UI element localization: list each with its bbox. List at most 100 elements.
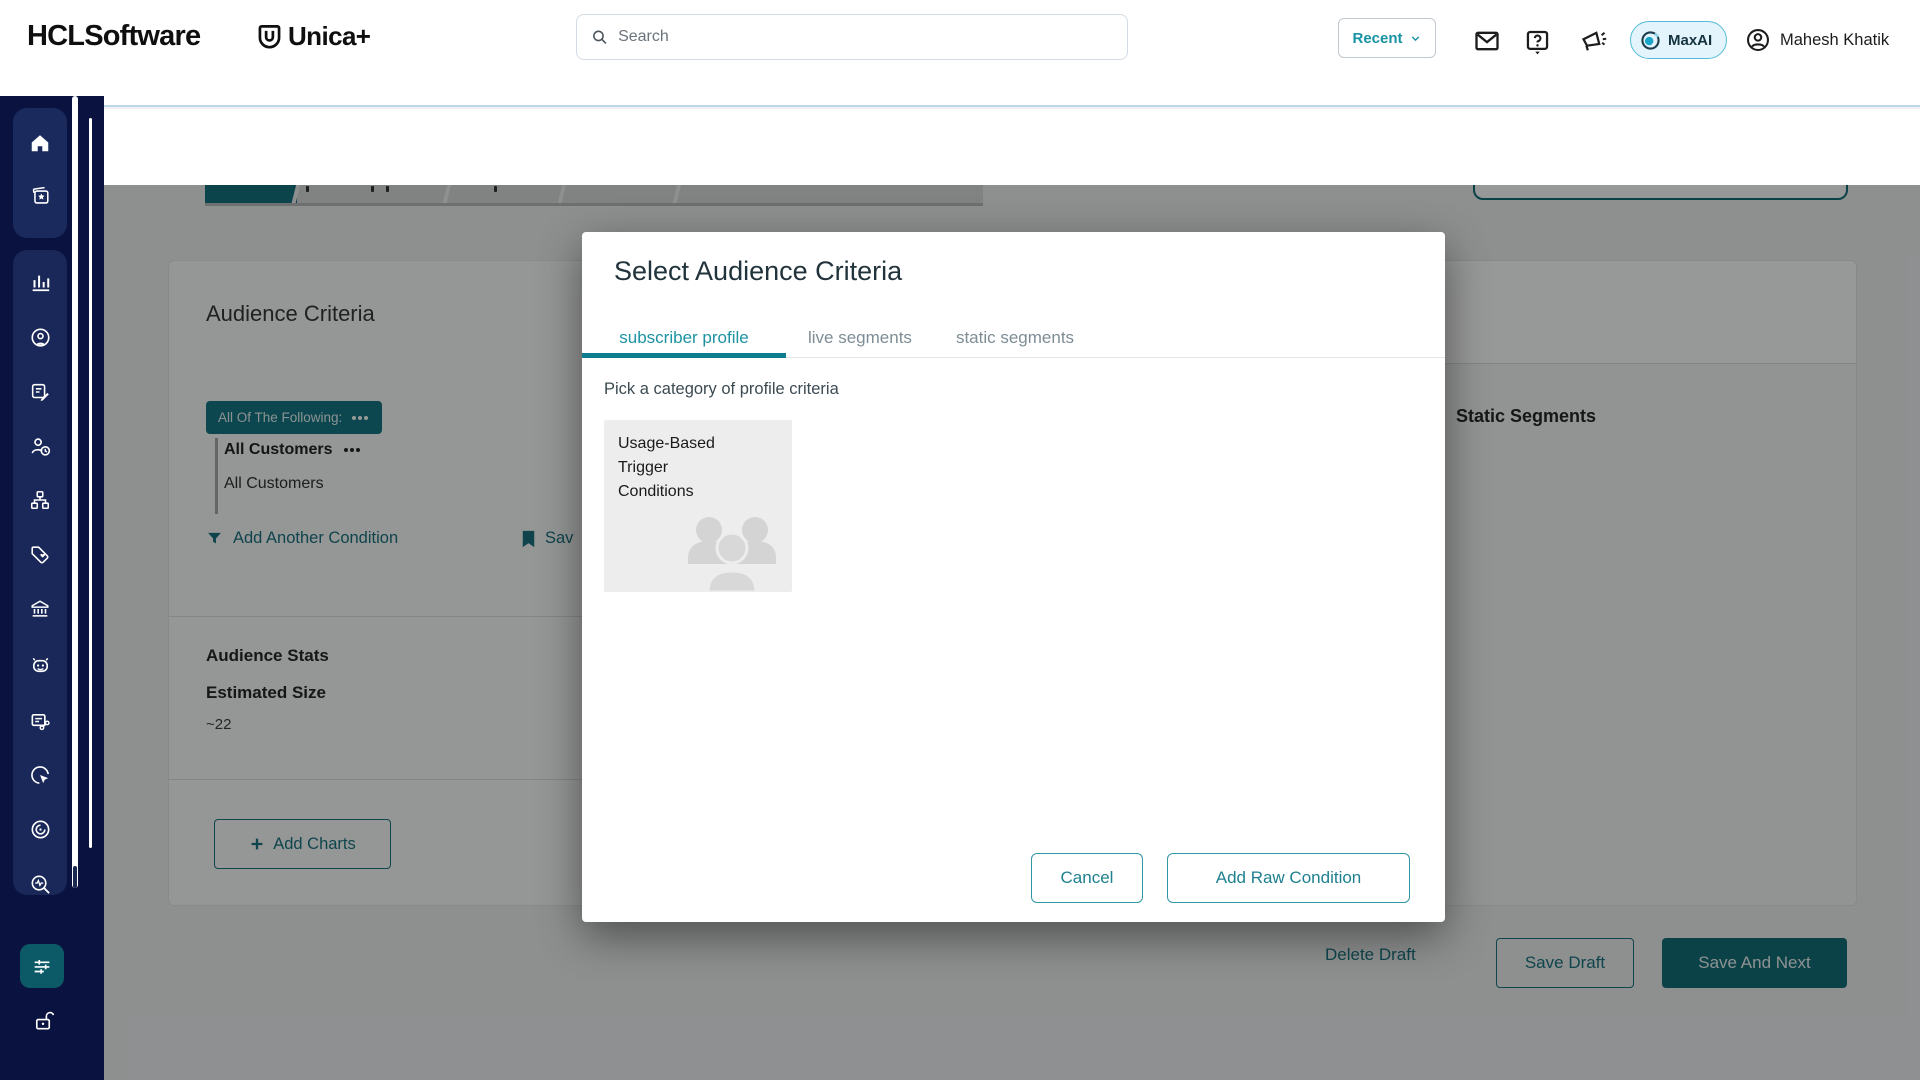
chevron-down-icon: [1411, 35, 1419, 41]
persona-broadcast-icon: [30, 327, 50, 347]
sidebar-item-gallery[interactable]: [16, 182, 64, 212]
clipped-step-label-fragment: [386, 186, 389, 192]
sidebar-item-audience[interactable]: [16, 323, 64, 353]
mail-button[interactable]: [1471, 25, 1503, 57]
sidebar-item-content-edit[interactable]: [16, 377, 64, 407]
maxai-icon: [1641, 30, 1660, 50]
category-prompt: Pick a category of profile criteria: [604, 380, 839, 398]
gallery-star-icon: [32, 186, 49, 204]
org-chart-icon: [30, 490, 50, 510]
category-card-usage-based-trigger-conditions[interactable]: Usage-Based Trigger Conditions: [604, 420, 792, 592]
search-icon: [593, 30, 607, 44]
unica-product-name: Unica+: [288, 21, 371, 51]
add-another-condition-button[interactable]: Add Another Condition: [206, 529, 398, 548]
bar-chart-icon: [32, 275, 50, 292]
delete-draft-button[interactable]: Delete Draft: [1325, 945, 1416, 964]
megaphone-icon: [1581, 31, 1607, 51]
sidebar-item-scripts[interactable]: [16, 706, 64, 736]
document-flow-icon: [31, 713, 50, 730]
help-icon: [1526, 30, 1548, 54]
category-card-label: Usage-Based Trigger Conditions: [618, 435, 715, 500]
tab-subscriber-profile[interactable]: subscriber profile: [619, 327, 749, 347]
sidebar-item-assistant[interactable]: [16, 650, 64, 680]
audience-stats-title: Audience Stats: [206, 646, 329, 665]
sidebar-item-hierarchy[interactable]: [16, 485, 64, 515]
add-raw-condition-button[interactable]: Add Raw Condition: [1167, 853, 1410, 903]
sidebar-item-interact[interactable]: [16, 760, 64, 790]
sidebar-item-preferences[interactable]: [20, 944, 64, 988]
subheader-band: [104, 109, 1920, 185]
goal-spiral-icon: [31, 820, 49, 838]
home-icon: [31, 135, 49, 152]
active-tab-indicator: [582, 353, 786, 358]
add-charts-button[interactable]: Add Charts: [214, 819, 391, 869]
hcl-software-logo: HCLSoftware: [27, 20, 201, 52]
sidebar-scrollbar-track[interactable]: [72, 96, 78, 888]
sidebar-item-goals[interactable]: [16, 814, 64, 844]
plus-icon: [251, 838, 263, 850]
cursor-click-icon: [30, 765, 49, 784]
condition-subtitle: All Customers: [224, 475, 324, 492]
global-search[interactable]: [576, 14, 1128, 60]
sidebar-item-home[interactable]: [16, 128, 64, 158]
app-header: HCLSoftware Unica+ Recent: [0, 0, 1920, 107]
user-menu[interactable]: Mahesh Khatik: [1745, 27, 1889, 53]
sidebar-scrollbar-thumb[interactable]: [73, 866, 77, 888]
add-another-condition-label: Add Another Condition: [233, 529, 399, 547]
clipped-step-label-fragment: [306, 186, 309, 192]
modal-title: Select Audience Criteria: [614, 256, 903, 286]
maxai-button[interactable]: MaxAI: [1630, 21, 1728, 59]
static-segments-title: Static Segments: [1456, 406, 1597, 426]
help-button[interactable]: [1521, 25, 1553, 57]
sidebar-item-bank[interactable]: [16, 594, 64, 624]
save-draft-button[interactable]: Save Draft: [1496, 938, 1634, 988]
sidebar-item-insights[interactable]: [16, 869, 64, 899]
robot-icon: [32, 657, 48, 672]
estimated-size-label: Estimated Size: [206, 683, 326, 702]
app-sidebar: [0, 96, 104, 1080]
stepper-baseline: [205, 203, 983, 206]
audience-criteria-title: Audience Criteria: [206, 301, 375, 326]
estimated-size-value: ~22: [206, 716, 232, 733]
person-clock-icon: [31, 437, 50, 456]
save-segment-label: Sav: [545, 529, 574, 547]
document-edit-icon: [31, 383, 49, 402]
sliders-icon: [34, 960, 50, 974]
search-input[interactable]: [618, 28, 1113, 46]
sidebar-item-security-unlock[interactable]: [31, 1008, 55, 1034]
tab-live-segments[interactable]: live segments: [808, 327, 912, 347]
sidebar-item-analytics[interactable]: [16, 267, 64, 297]
select-audience-criteria-modal: Select Audience Criteria subscriber prof…: [582, 232, 1445, 922]
more-options-icon[interactable]: [352, 415, 370, 420]
people-group-icon: [688, 517, 776, 592]
condition-row[interactable]: All Customers: [224, 441, 362, 459]
recent-dropdown[interactable]: Recent: [1338, 18, 1436, 58]
mail-icon: [1475, 31, 1499, 51]
user-name: Mahesh Khatik: [1780, 30, 1890, 49]
filter-icon: [208, 532, 221, 544]
condition-title: All Customers: [224, 441, 333, 458]
condition-group-chip[interactable]: All Of The Following:: [206, 401, 383, 434]
sidebar-item-contacts[interactable]: [16, 431, 64, 461]
clipped-step-label-fragment: [371, 186, 374, 192]
condition-group-label: All Of The Following:: [218, 410, 343, 425]
add-charts-label: Add Charts: [273, 834, 356, 853]
recent-label: Recent: [1352, 29, 1403, 47]
save-and-next-button[interactable]: Save And Next: [1662, 938, 1847, 988]
bookmark-icon: [522, 530, 535, 547]
unica-logo: Unica+: [256, 21, 371, 52]
sidebar-group-main: [13, 250, 67, 895]
search-pulse-icon: [31, 875, 50, 894]
user-avatar-icon: [1747, 29, 1769, 51]
sidebar-item-offers[interactable]: [16, 540, 64, 570]
maxai-label: MaxAI: [1668, 31, 1713, 49]
cancel-button[interactable]: Cancel: [1031, 853, 1143, 903]
announcements-button[interactable]: [1578, 25, 1610, 57]
condition-tree-line: [215, 438, 218, 514]
more-options-icon[interactable]: [344, 448, 362, 452]
save-segment-button-clipped[interactable]: Sav: [521, 529, 583, 548]
tag-heart-icon: [31, 546, 49, 564]
unica-shield-icon: [258, 25, 281, 49]
clipped-step-label-fragment: [494, 186, 497, 192]
tab-static-segments[interactable]: static segments: [955, 327, 1075, 347]
